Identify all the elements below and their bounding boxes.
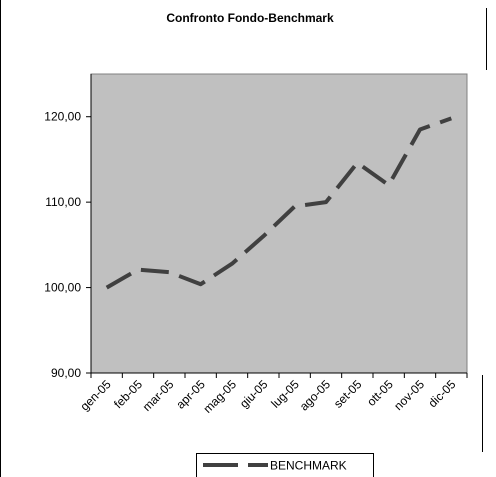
x-tick-label: dic-05 (425, 377, 458, 410)
x-tick-label: set-05 (331, 377, 365, 411)
series-layer (105, 116, 452, 290)
x-tick-label: nov-05 (391, 377, 427, 413)
x-tick-label: mar-05 (140, 377, 177, 414)
y-tick-label: 90,00 (51, 366, 81, 380)
series-line-benchmark (105, 116, 452, 290)
x-tick-label: gen-05 (77, 377, 114, 414)
legend-box (196, 453, 374, 477)
x-tick-label: feb-05 (111, 377, 145, 411)
y-tick-label: 120,00 (44, 110, 81, 124)
x-axis: gen-05feb-05mar-05apr-05mag-05giu-05lug-… (77, 372, 468, 416)
x-tick-label: lug-05 (268, 377, 302, 411)
legend-label-benchmark: BENCHMARK (270, 459, 347, 473)
x-tick-label: ago-05 (297, 377, 334, 414)
chart-title: Confronto Fondo-Benchmark (166, 11, 334, 25)
y-tick-label: 100,00 (44, 281, 81, 295)
x-tick-label: giu-05 (237, 377, 271, 411)
legend: BENCHMARK (196, 453, 374, 477)
y-tick-label: 110,00 (45, 195, 81, 209)
y-axis: 90,00 100,00 110,00 120,00 (44, 74, 92, 380)
x-tick-label: mag-05 (200, 377, 239, 416)
